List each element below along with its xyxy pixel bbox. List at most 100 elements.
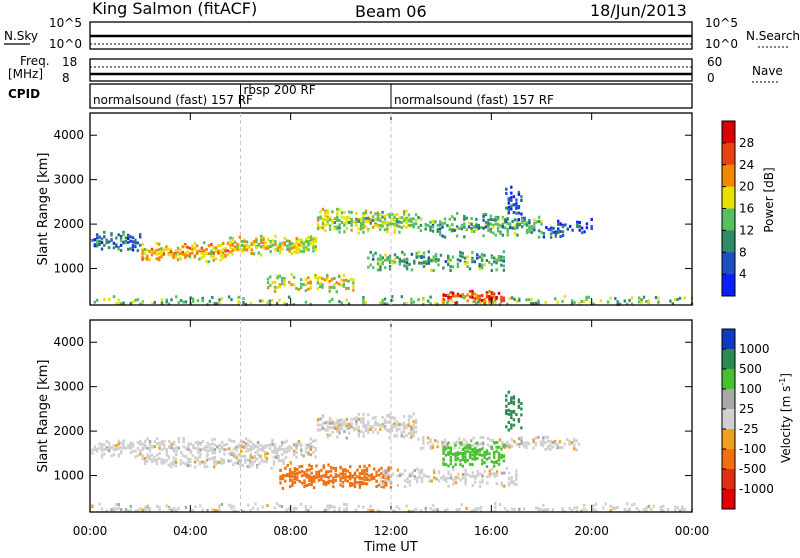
data-cell bbox=[565, 438, 569, 442]
data-cell bbox=[144, 443, 147, 447]
data-cell bbox=[201, 299, 204, 303]
data-cell bbox=[474, 480, 477, 484]
data-cell bbox=[250, 248, 253, 252]
data-cell bbox=[355, 420, 358, 424]
data-cell bbox=[362, 416, 365, 420]
data-cell bbox=[347, 279, 350, 283]
data-cell bbox=[511, 220, 514, 223]
data-cell bbox=[491, 467, 494, 471]
data-cell bbox=[256, 453, 260, 457]
data-cell bbox=[150, 253, 154, 257]
data-cell bbox=[143, 251, 147, 255]
data-cell bbox=[141, 249, 144, 253]
data-cell bbox=[146, 453, 149, 457]
data-cell bbox=[96, 236, 99, 240]
data-cell bbox=[518, 443, 521, 446]
data-cell bbox=[182, 440, 185, 444]
data-cell bbox=[630, 302, 634, 306]
data-cell bbox=[229, 250, 232, 254]
data-cell bbox=[640, 300, 643, 304]
data-cell bbox=[471, 449, 474, 453]
data-cell bbox=[156, 504, 159, 508]
data-cell bbox=[398, 507, 401, 511]
data-cell bbox=[205, 260, 208, 264]
data-cell bbox=[276, 450, 279, 453]
data-cell bbox=[170, 462, 173, 466]
data-cell bbox=[238, 235, 241, 239]
data-cell bbox=[502, 296, 506, 300]
data-cell bbox=[160, 448, 164, 452]
data-cell bbox=[554, 234, 557, 238]
data-cell bbox=[220, 459, 223, 463]
data-cell bbox=[505, 398, 508, 402]
data-cell bbox=[352, 288, 355, 292]
data-cell bbox=[218, 508, 221, 512]
data-cell bbox=[537, 435, 540, 439]
data-cell bbox=[196, 447, 200, 451]
data-cell bbox=[566, 227, 569, 231]
y-tick-label: 1000 bbox=[53, 262, 84, 276]
data-cell bbox=[103, 447, 106, 451]
data-cell bbox=[516, 226, 519, 230]
data-cell bbox=[381, 424, 384, 428]
data-cell bbox=[132, 442, 135, 446]
data-cell bbox=[412, 431, 415, 435]
data-cell bbox=[476, 297, 479, 300]
data-cell bbox=[657, 300, 660, 304]
data-cell bbox=[348, 221, 351, 224]
data-cell bbox=[395, 217, 399, 221]
data-cell bbox=[264, 247, 268, 251]
data-cell bbox=[322, 474, 325, 478]
data-cell bbox=[218, 447, 221, 451]
data-cell bbox=[436, 440, 439, 444]
data-cell bbox=[420, 478, 424, 482]
data-cell bbox=[439, 230, 442, 234]
data-cell bbox=[401, 259, 404, 263]
data-cell bbox=[189, 457, 192, 461]
data-cell bbox=[110, 445, 113, 449]
data-cell bbox=[300, 444, 303, 448]
data-cell bbox=[276, 247, 279, 250]
data-cell bbox=[321, 222, 325, 226]
data-cell bbox=[198, 455, 202, 459]
data-cell bbox=[489, 445, 492, 449]
data-cell bbox=[530, 227, 533, 231]
data-cell bbox=[422, 441, 425, 445]
data-cell bbox=[321, 422, 325, 425]
data-cell bbox=[542, 231, 546, 235]
data-cell bbox=[484, 223, 488, 227]
data-cell bbox=[468, 447, 472, 450]
data-cell bbox=[312, 243, 315, 247]
data-cell bbox=[340, 424, 344, 428]
data-cell bbox=[304, 507, 308, 511]
data-cell bbox=[358, 483, 361, 486]
data-cell bbox=[386, 429, 389, 433]
data-cell bbox=[466, 473, 470, 476]
colorbar-swatch bbox=[722, 409, 735, 430]
data-cell bbox=[371, 425, 375, 429]
data-cell bbox=[386, 213, 389, 217]
data-cell bbox=[549, 439, 552, 443]
data-cell bbox=[333, 277, 336, 280]
data-cell bbox=[358, 480, 361, 484]
data-cell bbox=[359, 222, 363, 226]
data-cell bbox=[203, 465, 206, 469]
data-cell bbox=[291, 483, 294, 487]
data-cell bbox=[456, 262, 460, 266]
data-cell bbox=[291, 471, 294, 475]
data-cell bbox=[416, 480, 419, 484]
data-cell bbox=[326, 217, 329, 221]
data-cell bbox=[554, 232, 557, 235]
data-cell bbox=[332, 476, 335, 480]
data-cell bbox=[340, 301, 343, 305]
data-cell bbox=[464, 471, 467, 475]
data-cell bbox=[315, 464, 318, 468]
data-cell bbox=[290, 283, 293, 287]
data-cell bbox=[413, 475, 416, 479]
data-cell bbox=[431, 446, 435, 450]
data-cell bbox=[271, 239, 275, 243]
data-cell bbox=[451, 255, 455, 259]
data-cell bbox=[212, 251, 215, 255]
data-cell bbox=[338, 226, 341, 230]
data-cell bbox=[561, 509, 564, 513]
